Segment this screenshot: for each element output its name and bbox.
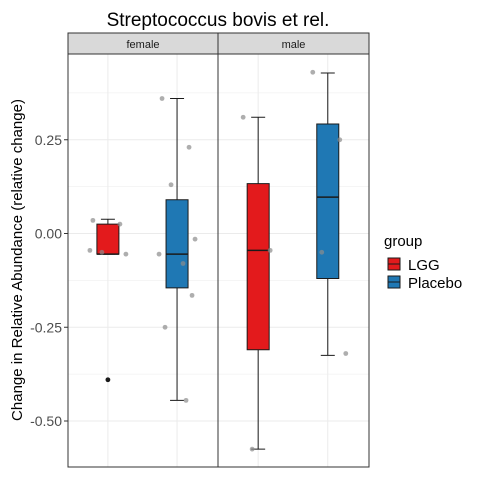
legend-title: group <box>384 233 422 250</box>
box-male-LGG <box>246 183 270 351</box>
data-point <box>156 251 162 257</box>
data-point <box>183 397 189 403</box>
legend-label-Placebo: Placebo <box>408 275 462 292</box>
data-point <box>343 351 349 356</box>
panel-background <box>218 54 369 467</box>
y-tick-label: 0.00 <box>35 226 62 242</box>
y-axis-label: Change in Relative Abundance (relative c… <box>9 99 26 421</box>
data-point <box>159 96 165 101</box>
data-point <box>186 144 192 150</box>
y-tick-label: -0.25 <box>30 319 62 335</box>
box-female-Placebo <box>165 199 189 289</box>
data-point <box>87 247 93 253</box>
data-point <box>192 236 198 242</box>
facet-label-male: male <box>282 39 306 51</box>
y-tick-label: 0.25 <box>35 132 62 148</box>
outlier-point <box>105 377 111 383</box>
legend-label-LGG: LGG <box>408 257 440 274</box>
data-point <box>123 251 129 257</box>
data-point <box>240 114 246 120</box>
panel-background <box>68 54 218 467</box>
data-point <box>267 247 273 253</box>
data-point <box>99 249 105 255</box>
data-point <box>180 261 186 266</box>
data-point <box>168 182 174 188</box>
box-male-Placebo <box>316 123 340 279</box>
y-tick-label: -0.50 <box>30 413 62 429</box>
box-female-LGG <box>96 223 120 255</box>
data-point <box>249 446 255 452</box>
data-point <box>310 69 316 75</box>
data-point <box>162 324 168 330</box>
data-point <box>319 249 325 255</box>
data-point <box>337 137 343 143</box>
facet-label-female: female <box>126 39 159 51</box>
data-point <box>117 221 123 227</box>
panel-border <box>217 53 370 468</box>
data-point <box>90 217 96 223</box>
chart-title: Streptococcus bovis et rel. <box>107 10 330 31</box>
data-point <box>189 292 195 298</box>
